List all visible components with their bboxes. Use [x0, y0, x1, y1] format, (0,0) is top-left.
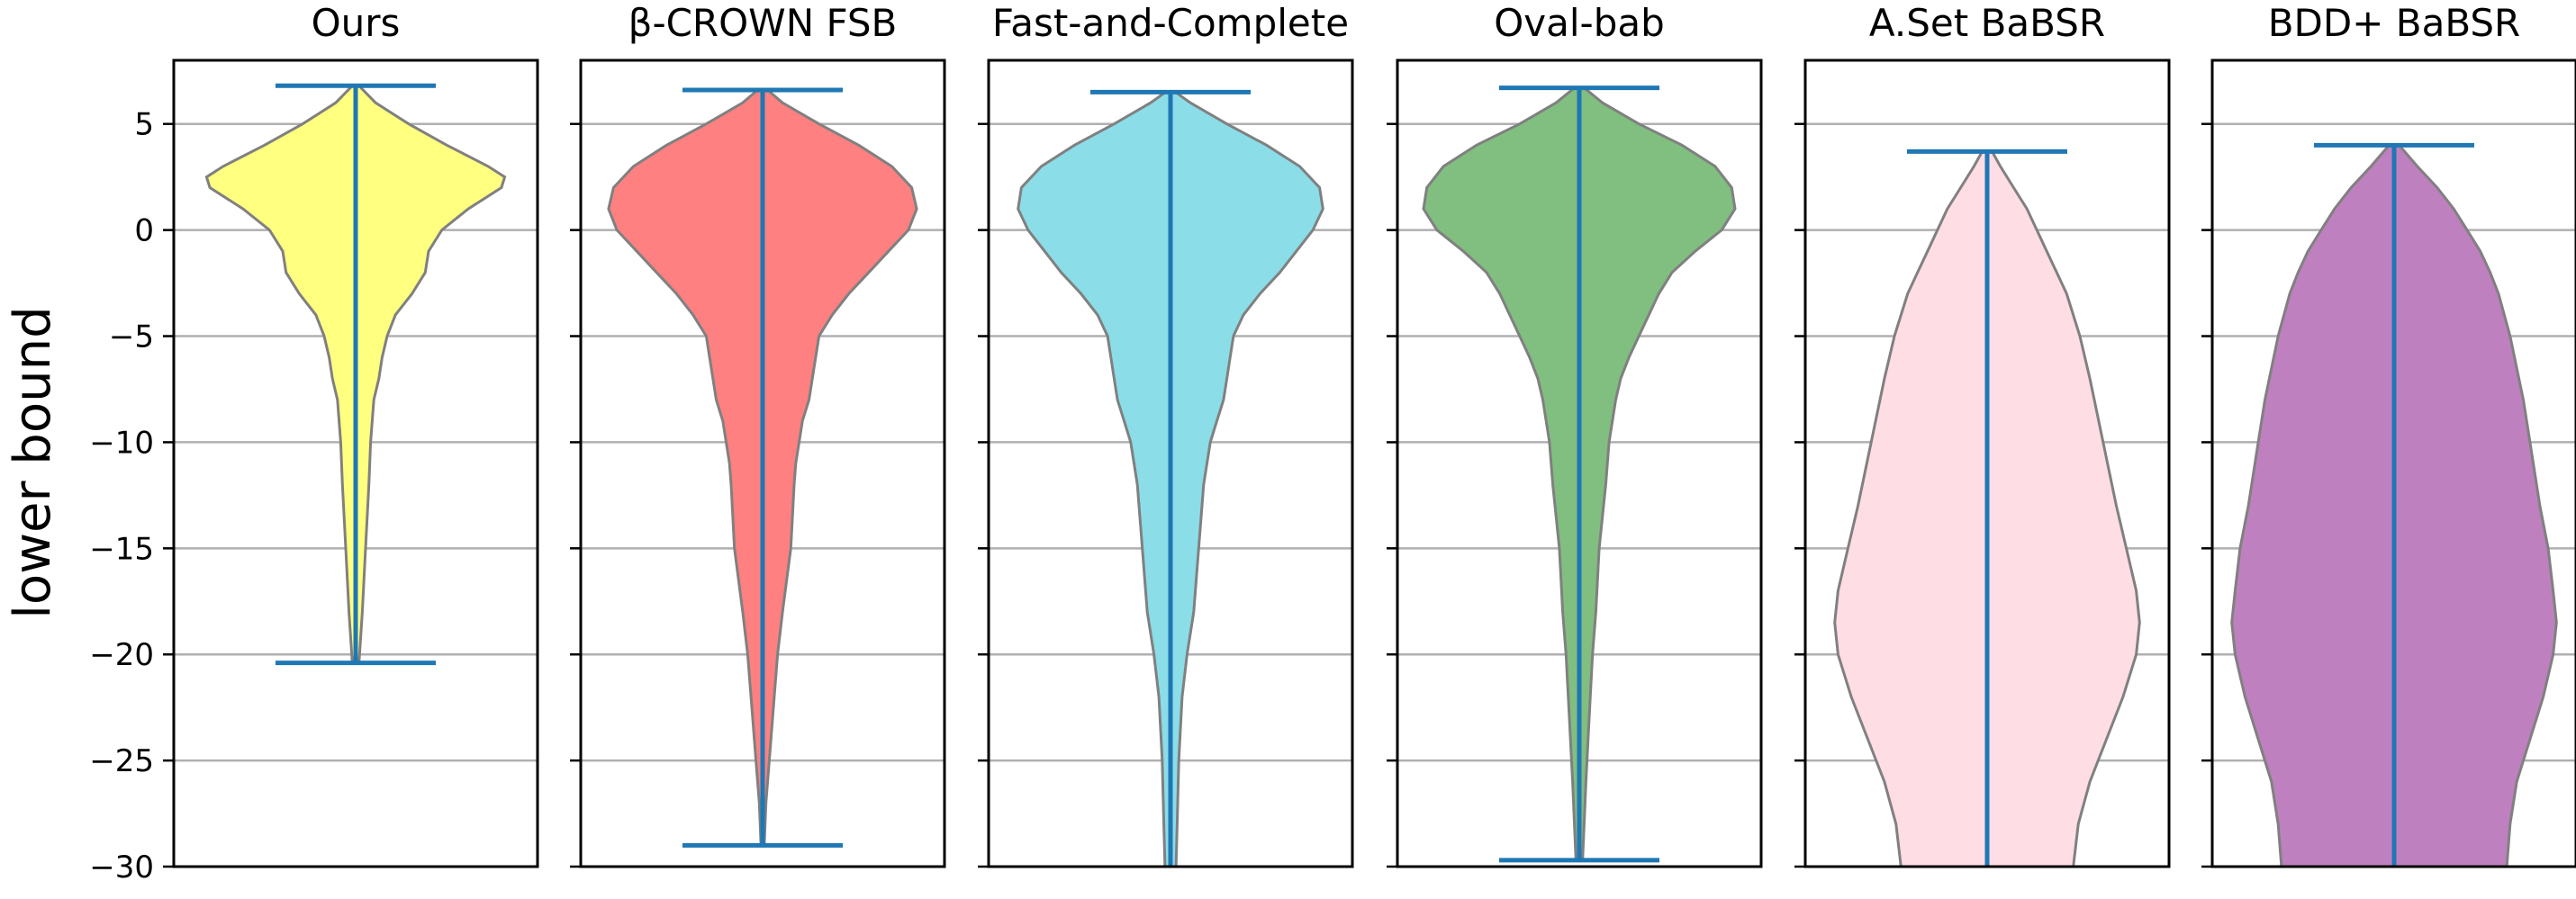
axes-frame — [172, 58, 539, 868]
violin-panels: Ours 5 0 −5 −10 −15 −20 −25 −30 β-CROWN FSB Fast-a… — [89, 1, 2576, 886]
y-axis-label: lower bound — [4, 306, 62, 618]
panel-title: Fast-and-Complete — [992, 1, 1349, 45]
violin-panel: A.Set BaBSR — [1794, 1, 2171, 868]
panel-title: β-CROWN FSB — [628, 1, 898, 45]
violin-panel: Ours 5 0 −5 −10 −15 −20 −25 −30 — [89, 1, 539, 886]
y-tick-label: −10 — [89, 425, 154, 461]
axes-frame — [2210, 58, 2576, 868]
panel-title: Ours — [312, 1, 401, 45]
y-tick-label: 5 — [134, 107, 154, 143]
violin-panel: Oval-bab — [1387, 1, 1763, 868]
y-tick-label: 0 — [134, 213, 154, 249]
axes-frame — [1803, 58, 2171, 868]
axes-frame — [1396, 58, 1763, 868]
panel-title: BDD+ BaBSR — [2268, 1, 2521, 45]
y-tick-label: −30 — [89, 850, 154, 886]
y-tick-label: −25 — [89, 743, 154, 779]
axes-frame — [987, 58, 1354, 868]
violin-panel: β-CROWN FSB — [570, 1, 946, 868]
violin-panel: BDD+ BaBSR — [2201, 1, 2576, 868]
panel-title: Oval-bab — [1494, 1, 1665, 45]
y-tick-label: −20 — [89, 637, 154, 673]
violin-panel: Fast-and-Complete — [978, 1, 1354, 868]
y-tick-label: −5 — [109, 319, 154, 355]
y-tick-label: −15 — [89, 531, 154, 567]
panel-title: A.Set BaBSR — [1869, 1, 2105, 45]
axes-frame — [579, 58, 946, 868]
